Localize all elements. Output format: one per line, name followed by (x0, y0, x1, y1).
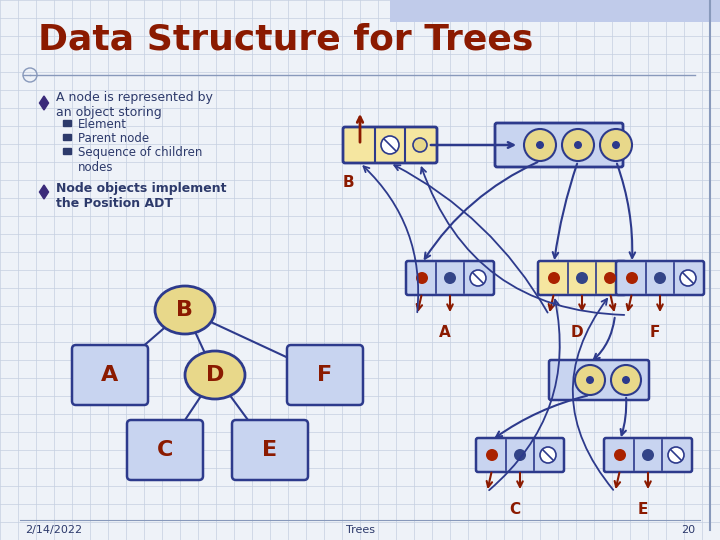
FancyBboxPatch shape (476, 438, 564, 472)
FancyBboxPatch shape (616, 261, 704, 295)
FancyBboxPatch shape (287, 345, 363, 405)
Circle shape (536, 141, 544, 149)
Circle shape (680, 270, 696, 286)
Text: F: F (650, 325, 660, 340)
Circle shape (575, 365, 605, 395)
Circle shape (614, 449, 626, 461)
Circle shape (586, 376, 594, 384)
Circle shape (381, 136, 399, 154)
Text: Sequence of children
nodes: Sequence of children nodes (78, 146, 202, 174)
FancyBboxPatch shape (390, 0, 720, 22)
Ellipse shape (155, 286, 215, 334)
Circle shape (611, 365, 641, 395)
FancyBboxPatch shape (495, 123, 623, 167)
Circle shape (486, 449, 498, 461)
Circle shape (416, 272, 428, 284)
Circle shape (668, 447, 684, 463)
Circle shape (600, 129, 632, 161)
Text: 2/14/2022: 2/14/2022 (25, 525, 82, 535)
Circle shape (642, 449, 654, 461)
Circle shape (548, 272, 560, 284)
Circle shape (574, 141, 582, 149)
Text: D: D (206, 365, 224, 385)
Polygon shape (63, 148, 71, 154)
Circle shape (622, 376, 630, 384)
Text: Trees: Trees (346, 525, 374, 535)
FancyBboxPatch shape (72, 345, 148, 405)
FancyBboxPatch shape (549, 360, 649, 400)
Text: B: B (176, 300, 194, 320)
Circle shape (540, 447, 556, 463)
FancyBboxPatch shape (232, 420, 308, 480)
Circle shape (576, 272, 588, 284)
FancyBboxPatch shape (604, 438, 692, 472)
Text: A node is represented by
an object storing: A node is represented by an object stori… (56, 91, 213, 119)
Text: E: E (262, 440, 278, 460)
Text: Parent node: Parent node (78, 132, 149, 145)
Circle shape (604, 272, 616, 284)
Text: E: E (638, 502, 648, 517)
Text: A: A (102, 365, 119, 385)
Text: C: C (510, 502, 521, 517)
Circle shape (514, 449, 526, 461)
FancyBboxPatch shape (127, 420, 203, 480)
Text: 20: 20 (681, 525, 695, 535)
Circle shape (470, 270, 486, 286)
Text: C: C (157, 440, 174, 460)
Text: B: B (342, 175, 354, 190)
Text: Data Structure for Trees: Data Structure for Trees (38, 22, 534, 56)
Circle shape (524, 129, 556, 161)
Circle shape (654, 272, 666, 284)
Circle shape (444, 272, 456, 284)
FancyBboxPatch shape (406, 261, 494, 295)
Circle shape (626, 272, 638, 284)
Circle shape (413, 138, 427, 152)
Circle shape (612, 141, 620, 149)
Polygon shape (40, 96, 48, 110)
FancyBboxPatch shape (538, 261, 626, 295)
Text: Node objects implement
the Position ADT: Node objects implement the Position ADT (56, 182, 227, 210)
Polygon shape (63, 120, 71, 126)
Circle shape (562, 129, 594, 161)
Text: F: F (318, 365, 333, 385)
Text: A: A (439, 325, 451, 340)
Text: Element: Element (78, 118, 127, 131)
Ellipse shape (185, 351, 245, 399)
Polygon shape (63, 134, 71, 140)
FancyBboxPatch shape (343, 127, 437, 163)
Text: D: D (571, 325, 583, 340)
Polygon shape (40, 185, 48, 199)
